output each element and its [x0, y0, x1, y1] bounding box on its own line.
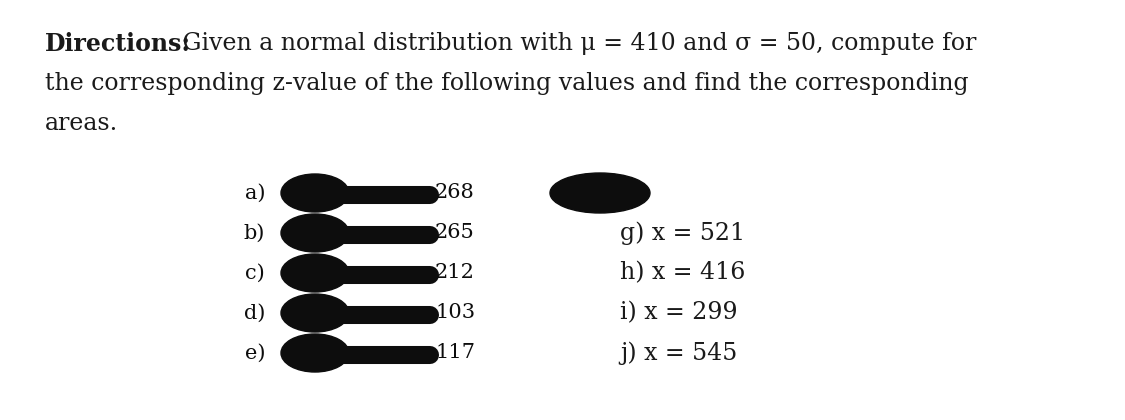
- Ellipse shape: [281, 214, 349, 252]
- Text: 265: 265: [435, 223, 475, 242]
- Ellipse shape: [281, 334, 349, 372]
- Text: 117: 117: [435, 344, 475, 362]
- Ellipse shape: [281, 174, 349, 212]
- Text: areas.: areas.: [45, 112, 118, 135]
- Text: Directions:: Directions:: [45, 32, 191, 56]
- Text: d): d): [244, 304, 266, 323]
- Text: Given a normal distribution with μ = 410 and σ = 50, compute for: Given a normal distribution with μ = 410…: [176, 32, 976, 55]
- Text: h) x = 416: h) x = 416: [620, 262, 746, 284]
- Text: b): b): [244, 223, 266, 242]
- Text: 212: 212: [435, 263, 475, 283]
- Text: e): e): [244, 344, 266, 362]
- Text: the corresponding z-value of the following values and find the corresponding: the corresponding z-value of the followi…: [45, 72, 969, 95]
- Ellipse shape: [550, 173, 650, 213]
- Text: c): c): [245, 263, 266, 283]
- Ellipse shape: [281, 294, 349, 332]
- Text: i) x = 299: i) x = 299: [620, 302, 738, 325]
- Text: a): a): [244, 184, 266, 202]
- Text: 268: 268: [435, 184, 475, 202]
- Text: g) x = 521: g) x = 521: [620, 221, 745, 245]
- Text: 103: 103: [435, 304, 475, 323]
- Text: j) x = 545: j) x = 545: [620, 341, 737, 365]
- Ellipse shape: [281, 254, 349, 292]
- Text: Directions: Given a normal distribution with μ = 410 and σ = 50, compute for: Directions: Given a normal distribution …: [45, 32, 978, 55]
